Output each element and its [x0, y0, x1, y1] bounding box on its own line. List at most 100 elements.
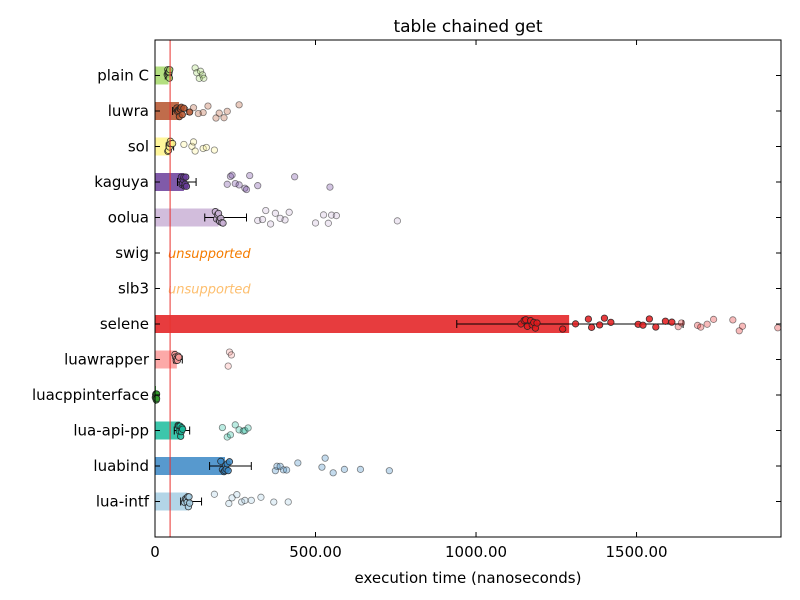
sample-point	[224, 467, 232, 475]
sample-point	[215, 109, 223, 117]
sample-point	[219, 219, 227, 227]
x-tick-label: 500.00	[289, 543, 342, 561]
bar	[155, 102, 180, 120]
chart-title: table chained get	[393, 17, 542, 37]
sample-point	[210, 146, 218, 154]
sample-point	[271, 209, 279, 217]
y-tick-label: luabind	[93, 457, 149, 475]
sample-point	[332, 212, 340, 220]
bar	[155, 208, 219, 227]
sample-point	[202, 143, 210, 152]
y-tick-label: selene	[100, 315, 149, 333]
sample-point	[703, 320, 711, 328]
y-tick-label: lua-api-pp	[73, 422, 149, 440]
sample-point	[246, 171, 254, 180]
sample-point	[677, 319, 686, 327]
sample-point	[185, 493, 193, 501]
sample-point	[228, 171, 236, 179]
sample-point	[266, 220, 275, 228]
sample-point	[319, 211, 328, 219]
x-tick-label: 0	[150, 543, 160, 561]
y-tick-label: swig	[115, 244, 149, 262]
sample-point	[385, 467, 393, 475]
sample-point	[200, 74, 208, 82]
y-tick-label: plain C	[97, 67, 149, 85]
y-tick-label: slb3	[118, 280, 149, 298]
sample-point	[258, 215, 267, 224]
sample-point	[356, 465, 365, 473]
sample-point	[257, 493, 265, 501]
bar-group	[155, 421, 252, 441]
sample-point	[175, 353, 183, 361]
sample-point	[247, 496, 255, 504]
sample-point	[189, 138, 198, 146]
bar-group	[155, 314, 782, 335]
sample-point	[324, 219, 332, 227]
sample-point	[329, 469, 337, 477]
sample-point	[326, 183, 334, 191]
sample-point	[284, 498, 292, 506]
sample-point	[709, 315, 718, 323]
sample-point	[225, 499, 233, 508]
sample-point	[533, 319, 541, 327]
sample-point	[668, 318, 676, 326]
y-tick-label: luacppinterface	[32, 386, 149, 404]
bar-group	[155, 348, 236, 370]
y-tick-label: sol	[128, 138, 149, 156]
sample-point	[596, 321, 604, 329]
sample-point	[587, 323, 596, 331]
bar-group	[155, 137, 218, 156]
sample-point	[218, 423, 227, 432]
sample-point	[217, 457, 225, 465]
sample-point	[226, 431, 235, 439]
sample-point	[241, 496, 249, 505]
sample-point	[225, 458, 234, 466]
bar-group	[155, 101, 243, 122]
y-tick-label: oolua	[108, 209, 149, 227]
sample-point	[223, 107, 231, 115]
sample-point	[340, 465, 349, 473]
x-tick-label: 1500.00	[606, 543, 668, 561]
sample-point	[180, 140, 188, 149]
sample-point	[321, 454, 329, 462]
sample-point	[182, 182, 191, 190]
x-axis: 0 500.00 1000.00 1500.00	[150, 40, 668, 561]
sample-point	[318, 463, 326, 471]
sample-point	[607, 318, 615, 326]
sample-point	[186, 499, 194, 507]
sample-point	[661, 317, 670, 325]
sample-point	[584, 315, 592, 323]
sample-point	[233, 491, 241, 499]
unsupported-label: unsupported	[168, 283, 251, 298]
sample-point	[224, 362, 232, 370]
bar	[155, 421, 181, 440]
sample-point	[196, 67, 205, 75]
sample-point	[180, 104, 188, 112]
sample-point	[283, 466, 291, 474]
sample-point	[393, 217, 401, 225]
sample-point	[165, 74, 174, 82]
sample-point	[281, 216, 289, 224]
sample-point	[169, 139, 177, 148]
sample-point	[571, 320, 580, 328]
bar-group	[155, 64, 208, 85]
bar	[155, 492, 188, 511]
sample-point	[153, 395, 161, 403]
bar-group	[155, 206, 401, 228]
sample-point	[189, 104, 198, 112]
plot-area: unsupported unsupported	[151, 40, 782, 537]
bar	[155, 315, 570, 333]
sample-point	[231, 421, 239, 429]
x-axis-label: execution time (nanoseconds)	[355, 569, 582, 587]
sample-point	[697, 323, 705, 331]
sample-point	[212, 114, 220, 122]
sample-point	[182, 173, 190, 181]
sample-point	[235, 181, 243, 189]
sample-point	[231, 179, 239, 188]
sample-point	[285, 208, 293, 216]
sample-point	[291, 173, 299, 181]
sample-point	[220, 114, 228, 122]
sample-point	[179, 425, 187, 433]
sample-point	[600, 314, 609, 322]
sample-point	[204, 102, 212, 110]
